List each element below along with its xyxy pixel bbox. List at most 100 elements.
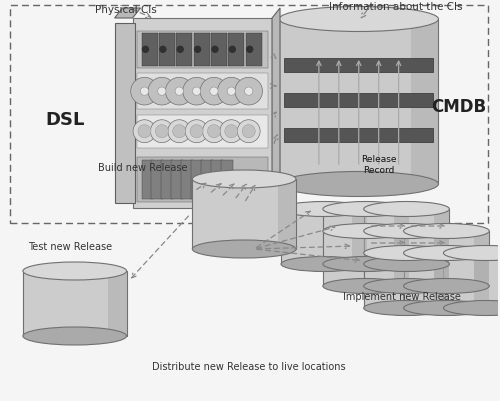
Ellipse shape — [208, 126, 220, 138]
Text: Information about the CIs: Information about the CIs — [329, 2, 462, 12]
FancyBboxPatch shape — [246, 34, 262, 66]
Circle shape — [210, 88, 218, 96]
Ellipse shape — [404, 246, 490, 261]
Ellipse shape — [364, 301, 450, 316]
Ellipse shape — [323, 224, 408, 239]
Circle shape — [160, 47, 166, 53]
Polygon shape — [404, 231, 490, 286]
FancyBboxPatch shape — [159, 34, 175, 66]
Ellipse shape — [281, 202, 366, 217]
Ellipse shape — [364, 246, 450, 261]
Circle shape — [235, 78, 262, 106]
Text: Distribute new Release to live locations: Distribute new Release to live locations — [152, 361, 346, 371]
Circle shape — [166, 78, 193, 106]
Circle shape — [130, 78, 158, 106]
FancyBboxPatch shape — [152, 160, 164, 200]
FancyBboxPatch shape — [132, 19, 272, 209]
Polygon shape — [404, 253, 490, 308]
Polygon shape — [474, 253, 490, 308]
FancyBboxPatch shape — [142, 34, 158, 66]
Ellipse shape — [364, 202, 450, 217]
Polygon shape — [434, 253, 450, 308]
Polygon shape — [434, 209, 450, 264]
FancyBboxPatch shape — [284, 129, 434, 143]
Text: Implement new Release: Implement new Release — [342, 291, 460, 301]
Ellipse shape — [192, 170, 296, 188]
Polygon shape — [108, 271, 126, 336]
Polygon shape — [352, 209, 366, 264]
Text: Release
Record: Release Record — [361, 155, 396, 175]
Text: Test new Release: Test new Release — [28, 241, 112, 251]
Ellipse shape — [225, 126, 238, 138]
Ellipse shape — [150, 120, 174, 143]
FancyBboxPatch shape — [211, 34, 227, 66]
Ellipse shape — [323, 279, 408, 294]
FancyBboxPatch shape — [142, 160, 154, 200]
Ellipse shape — [323, 202, 408, 217]
Ellipse shape — [220, 120, 243, 143]
Ellipse shape — [404, 279, 490, 294]
Circle shape — [175, 88, 184, 96]
FancyBboxPatch shape — [182, 160, 194, 200]
Polygon shape — [394, 209, 408, 264]
FancyBboxPatch shape — [136, 74, 268, 110]
FancyBboxPatch shape — [221, 160, 233, 200]
Ellipse shape — [23, 327, 127, 345]
Ellipse shape — [185, 120, 208, 143]
Ellipse shape — [279, 172, 438, 197]
Ellipse shape — [133, 120, 156, 143]
Text: Physical CIs: Physical CIs — [94, 5, 156, 15]
Polygon shape — [434, 231, 450, 286]
Polygon shape — [394, 231, 408, 286]
Text: Build new Release: Build new Release — [98, 162, 188, 172]
Polygon shape — [23, 271, 127, 336]
Polygon shape — [410, 20, 438, 184]
Circle shape — [140, 88, 148, 96]
Ellipse shape — [444, 301, 500, 316]
FancyBboxPatch shape — [136, 32, 268, 68]
FancyBboxPatch shape — [228, 34, 244, 66]
FancyBboxPatch shape — [284, 59, 434, 73]
Ellipse shape — [190, 126, 203, 138]
Ellipse shape — [23, 262, 127, 280]
FancyBboxPatch shape — [136, 157, 268, 203]
FancyBboxPatch shape — [162, 160, 173, 200]
Polygon shape — [192, 180, 296, 249]
Ellipse shape — [138, 126, 151, 138]
FancyBboxPatch shape — [114, 24, 134, 203]
Polygon shape — [364, 231, 450, 286]
Circle shape — [177, 47, 183, 53]
Circle shape — [212, 47, 218, 53]
Circle shape — [230, 47, 235, 53]
Circle shape — [200, 78, 228, 106]
Polygon shape — [474, 231, 490, 286]
Ellipse shape — [279, 8, 438, 32]
FancyBboxPatch shape — [284, 94, 434, 108]
Ellipse shape — [172, 126, 186, 138]
FancyBboxPatch shape — [212, 160, 223, 200]
Ellipse shape — [364, 279, 450, 294]
Polygon shape — [278, 180, 296, 249]
Circle shape — [148, 78, 176, 106]
Ellipse shape — [242, 126, 255, 138]
Circle shape — [246, 47, 252, 53]
Polygon shape — [323, 231, 408, 286]
FancyBboxPatch shape — [172, 160, 183, 200]
Ellipse shape — [238, 120, 260, 143]
FancyBboxPatch shape — [136, 115, 268, 148]
Polygon shape — [444, 253, 500, 308]
Polygon shape — [281, 209, 366, 264]
Circle shape — [218, 78, 245, 106]
FancyBboxPatch shape — [202, 160, 213, 200]
Circle shape — [192, 88, 200, 96]
FancyBboxPatch shape — [176, 34, 192, 66]
Polygon shape — [272, 9, 280, 209]
FancyBboxPatch shape — [192, 160, 203, 200]
Polygon shape — [364, 253, 450, 308]
Ellipse shape — [444, 246, 500, 261]
Circle shape — [227, 88, 235, 96]
Circle shape — [183, 78, 210, 106]
Polygon shape — [364, 209, 450, 264]
Ellipse shape — [168, 120, 190, 143]
Polygon shape — [279, 20, 438, 184]
